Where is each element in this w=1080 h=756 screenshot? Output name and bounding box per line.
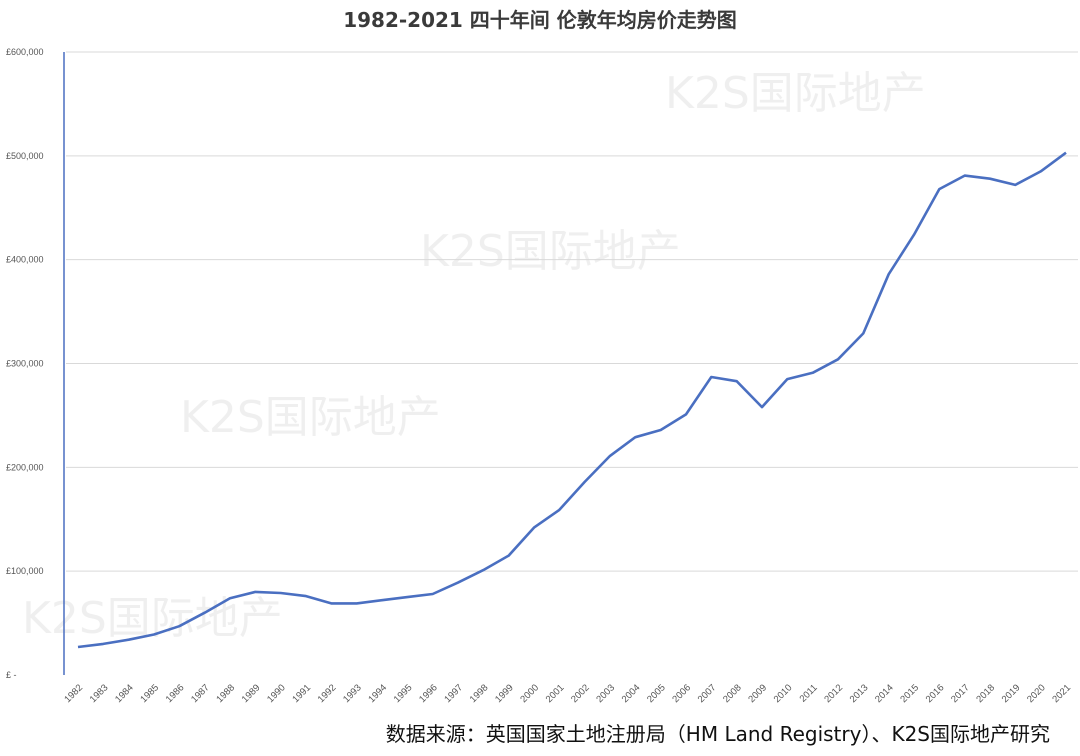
y-tick-label: £100,000: [6, 566, 44, 576]
x-tick-label: 2020: [1025, 682, 1048, 705]
x-tick-label: 2021: [1050, 682, 1073, 705]
x-tick-label: 2009: [746, 682, 769, 705]
x-tick-label: 1996: [417, 682, 440, 705]
y-tick-label: £600,000: [6, 47, 44, 57]
watermark-text: K2S国际地产: [665, 68, 926, 119]
x-tick-label: 2000: [518, 682, 541, 705]
x-tick-label: 1994: [366, 682, 389, 705]
x-tick-label: 2004: [620, 682, 643, 705]
x-tick-label: 2017: [949, 682, 972, 705]
x-tick-label: 2007: [696, 682, 719, 705]
x-tick-label: 1992: [316, 682, 339, 705]
x-tick-label: 1986: [164, 682, 187, 705]
x-tick-label: 2002: [569, 682, 592, 705]
x-tick-label: 2018: [974, 682, 997, 705]
watermark-text: K2S国际地产: [180, 392, 441, 443]
x-tick-label: 1989: [240, 682, 263, 705]
y-tick-label: £300,000: [6, 359, 44, 369]
x-tick-label: 1997: [442, 682, 465, 705]
x-tick-label: 2014: [873, 682, 896, 705]
gridlines: [66, 51, 1078, 572]
y-tick-label: £500,000: [6, 151, 44, 161]
x-tick-label: 1985: [138, 682, 161, 705]
y-tick-label: £ -: [6, 670, 17, 680]
x-axis-ticks: 1982 1983 1984 1985 1986 1987 1988 1989 1990 1991…: [62, 682, 1073, 705]
x-tick-label: 2019: [1000, 682, 1023, 705]
y-tick-label: £200,000: [6, 462, 44, 472]
x-tick-label: 1988: [214, 682, 237, 705]
x-tick-label: 1987: [189, 682, 212, 705]
x-tick-label: 2001: [544, 682, 567, 705]
x-tick-label: 2013: [848, 682, 871, 705]
x-tick-label: 2015: [898, 682, 921, 705]
y-axis-ticks: £ - £100,000 £200,000 £300,000 £400,000 £500,…: [6, 47, 44, 680]
x-tick-label: 2010: [772, 682, 795, 705]
watermark-group: K2S国际地产 K2S国际地产 K2S国际地产 K2S国际地产: [22, 68, 926, 644]
x-tick-label: 1998: [468, 682, 491, 705]
x-tick-label: 1999: [493, 682, 516, 705]
x-tick-label: 2003: [594, 682, 617, 705]
x-tick-label: 1982: [62, 682, 85, 705]
x-tick-label: 1991: [290, 682, 313, 705]
x-tick-label: 2012: [822, 682, 845, 705]
x-tick-label: 2006: [670, 682, 693, 705]
x-tick-label: 1993: [341, 682, 364, 705]
x-tick-label: 1983: [88, 682, 111, 705]
source-note: 数据来源：英国国家土地注册局（HM Land Registry）、K2S国际地产…: [385, 722, 1050, 746]
chart-title: 1982-2021 四十年间 伦敦年均房价走势图: [343, 8, 737, 32]
x-tick-label: 2005: [645, 682, 668, 705]
x-tick-label: 2008: [721, 682, 744, 705]
x-tick-label: 1990: [265, 682, 288, 705]
series-line: [77, 151, 1067, 649]
watermark-text: K2S国际地产: [22, 593, 283, 644]
y-tick-label: £400,000: [6, 255, 44, 265]
x-tick-label: 2016: [924, 682, 947, 705]
x-tick-label: 1995: [392, 682, 415, 705]
x-tick-label: 1984: [113, 682, 136, 705]
watermark-text: K2S国际地产: [420, 226, 681, 277]
x-tick-label: 2011: [798, 682, 820, 704]
